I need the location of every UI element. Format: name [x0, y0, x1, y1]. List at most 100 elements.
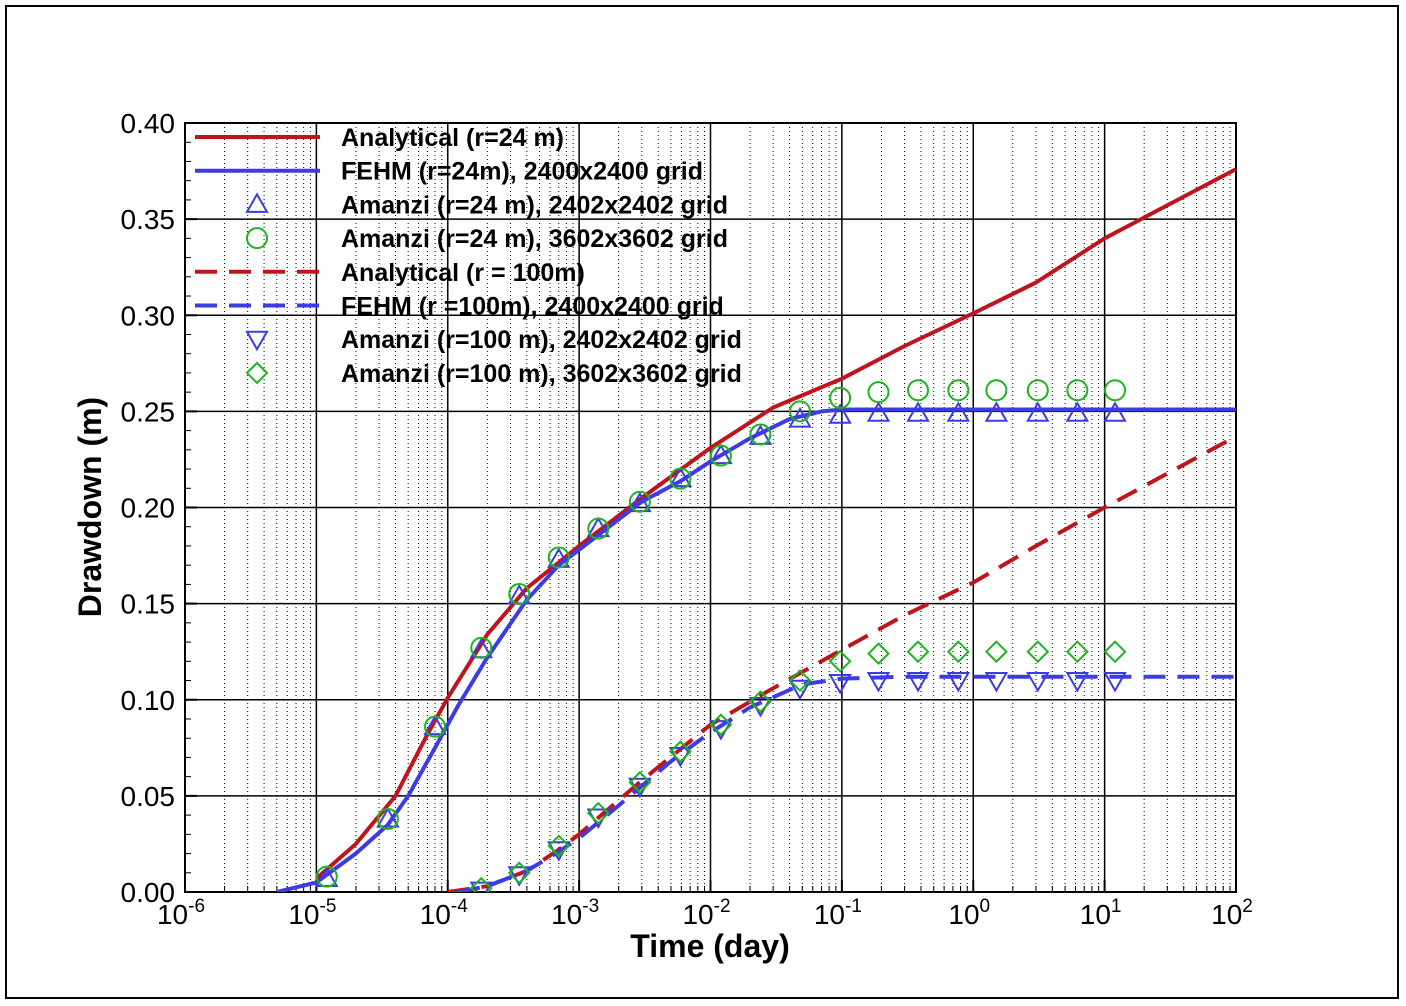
y-tick-label: 0.00: [121, 877, 176, 908]
data-point: [867, 642, 890, 666]
figure-frame: [5, 5, 1399, 999]
x-tick-label: 10-5: [288, 896, 336, 930]
data-point: [788, 679, 812, 701]
legend-label: Amanzi (r=24 m), 3602x3602 grid: [341, 225, 728, 253]
data-point: [828, 673, 852, 695]
data-point: [1103, 401, 1127, 422]
x-tick-label: 10-2: [682, 896, 730, 930]
x-tick-label: 100: [948, 896, 990, 930]
x-tick-label: 101: [1080, 896, 1122, 930]
series-line: [276, 407, 1236, 892]
data-point: [866, 672, 891, 693]
data-series: [276, 167, 1236, 892]
legend-marker: [245, 330, 269, 352]
data-point: [1026, 379, 1049, 402]
data-point: [1066, 379, 1089, 402]
x-tick-exponent: -5: [320, 896, 337, 917]
legend-marker: [245, 361, 269, 385]
data-point: [749, 690, 772, 714]
series-line: [457, 674, 1236, 892]
x-tick-exponent: -3: [582, 896, 599, 917]
data-point: [587, 517, 610, 540]
data-point: [470, 636, 493, 659]
data-point: [1103, 640, 1127, 664]
data-point: [547, 546, 570, 569]
y-tick-label: 0.15: [121, 589, 176, 620]
axis-ticks: 1 0 -6 10-5 10-4 10-3 10-2 10-1 100 101 102 0.00 0.0…: [121, 108, 1253, 930]
legend-entry: Analytical (r = 100m): [195, 259, 585, 287]
series-2: [276, 407, 1236, 892]
legend-label: FEHM (r =100m), 2400x2400 grid: [341, 293, 724, 321]
data-point: [669, 467, 692, 490]
data-point: [1103, 672, 1127, 693]
legend-label: Amanzi (r=100 m), 2402x2402 grid: [341, 326, 742, 354]
data-point: [709, 444, 732, 467]
data-point: [906, 640, 930, 664]
data-point: [709, 443, 733, 465]
data-point: [586, 801, 610, 825]
y-tick-label: 0.20: [121, 493, 176, 524]
series-7: [469, 672, 1127, 892]
data-point: [668, 740, 692, 764]
data-point: [946, 672, 971, 693]
data-point: [628, 490, 651, 513]
legend-entry: Amanzi (r=100 m), 2402x2402 grid: [245, 326, 742, 354]
y-tick-label: 0.30: [121, 300, 176, 331]
data-point: [906, 672, 930, 693]
data-point: [1026, 672, 1050, 693]
x-tick-label: 10-4: [420, 896, 468, 930]
x-tick-exponent: -6: [188, 896, 205, 917]
data-point: [828, 403, 852, 424]
data-point: [469, 881, 494, 892]
data-point: [984, 672, 1009, 693]
legend-entry: FEHM (r=24m), 2400x2400 grid: [195, 158, 703, 186]
data-point: [315, 865, 338, 888]
x-tick-label: 10-1: [814, 896, 862, 930]
legend: Analytical (r=24 m) FEHM (r=24m), 2400x24…: [195, 124, 742, 388]
legend-entry: FEHM (r =100m), 2400x2400 grid: [195, 293, 724, 321]
data-point: [829, 386, 852, 409]
data-point: [947, 379, 970, 402]
x-tick-label: 102: [1211, 896, 1253, 930]
x-tick-label: 10-3: [551, 896, 599, 930]
data-point: [984, 401, 1009, 422]
data-point: [423, 714, 447, 736]
x-tick-exponent: -2: [714, 896, 731, 917]
data-point: [1065, 672, 1090, 693]
x-tick-exponent: 2: [1242, 896, 1253, 917]
legend-marker: [245, 192, 269, 213]
data-point: [507, 866, 531, 887]
data-point: [586, 516, 611, 538]
data-point: [907, 379, 930, 402]
series-3: [315, 401, 1127, 888]
y-tick-label: 0.25: [121, 396, 176, 427]
data-point: [1026, 401, 1050, 422]
data-point: [469, 876, 493, 892]
data-point: [985, 379, 1008, 402]
y-tick-label: 0.35: [121, 204, 176, 235]
legend-entry: Analytical (r=24 m): [195, 124, 564, 152]
data-point: [946, 401, 971, 422]
series-8: [469, 640, 1127, 892]
data-point: [828, 649, 852, 673]
data-point: [788, 407, 812, 428]
data-point: [709, 713, 733, 737]
data-point: [788, 669, 812, 692]
data-point: [788, 400, 811, 423]
x-axis-title: Time (day): [630, 928, 789, 964]
y-axis-title: Drawdown (m): [72, 397, 108, 617]
legend-entry: Amanzi (r=24 m), 2402x2402 grid: [245, 191, 728, 219]
data-point: [906, 401, 930, 422]
legend-label: Analytical (r = 100m): [341, 259, 585, 287]
data-point: [984, 640, 1008, 664]
series-4: [315, 379, 1127, 888]
series-6: [457, 674, 1236, 892]
x-tick-exponent: -4: [451, 896, 468, 917]
data-point: [507, 861, 531, 885]
y-tick-label: 0.05: [121, 781, 176, 812]
y-tick-label: 0.40: [121, 108, 176, 139]
legend-entry: Amanzi (r=100 m), 3602x3602 grid: [245, 360, 742, 388]
data-point: [1065, 640, 1089, 664]
legend-label: Analytical (r=24 m): [341, 124, 564, 152]
